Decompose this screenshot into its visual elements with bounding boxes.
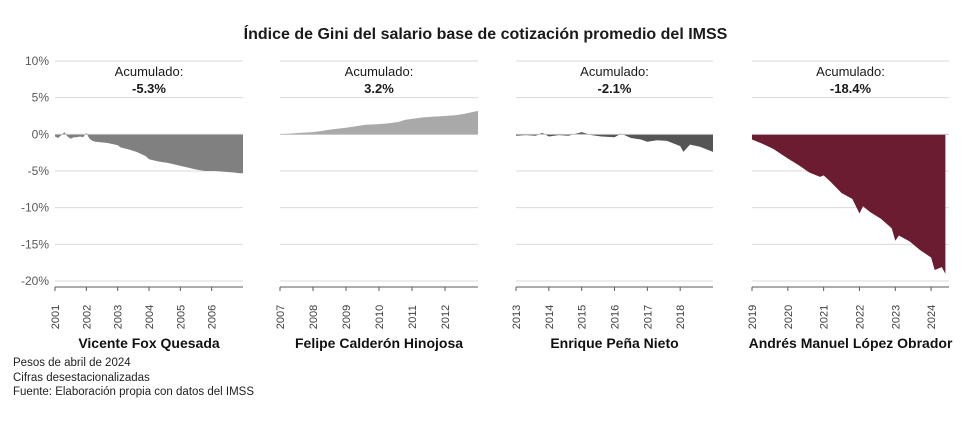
area-series-3 xyxy=(516,132,713,152)
annotation-value: 3.2% xyxy=(364,81,394,96)
x-tick-label: 2016 xyxy=(610,305,622,329)
x-tick-label: 2020 xyxy=(783,305,795,329)
x-tick-label: 2018 xyxy=(675,305,687,329)
note-fuente: Fuente: Elaboración propia con datos del… xyxy=(13,386,255,398)
panel-title: Felipe Calderón Hinojosa xyxy=(295,335,463,351)
annotation-value: -18.4% xyxy=(830,81,872,96)
note-cifras: Cifras desestacionalizadas xyxy=(13,371,150,384)
x-tick-label: 2017 xyxy=(642,305,654,329)
x-tick-label: 2015 xyxy=(577,305,589,329)
y-tick-label: -15% xyxy=(21,237,49,251)
annotation-label: Acumulado: xyxy=(345,64,414,79)
panel-title: Vicente Fox Quesada xyxy=(78,335,220,351)
area-series-2 xyxy=(280,110,478,135)
y-tick-label: -20% xyxy=(21,274,49,288)
x-tick-label: 2004 xyxy=(144,305,156,329)
x-tick-label: 2024 xyxy=(926,305,938,329)
panel-title: Enrique Peña Nieto xyxy=(550,335,678,351)
annotation-label: Acumulado: xyxy=(115,64,184,79)
x-tick-label: 2011 xyxy=(407,305,419,329)
y-tick-label: 5% xyxy=(32,91,50,105)
x-tick-label: 2021 xyxy=(819,305,831,329)
x-tick-label: 2023 xyxy=(890,305,902,329)
x-tick-label: 2019 xyxy=(747,305,759,329)
x-tick-label: 2010 xyxy=(374,305,386,329)
area-series-4 xyxy=(752,134,946,274)
x-tick-label: 2008 xyxy=(308,305,320,329)
x-tick-label: 2003 xyxy=(113,305,125,329)
x-tick-label: 2009 xyxy=(341,305,353,329)
x-tick-label: 2014 xyxy=(544,305,556,329)
x-tick-label: 2002 xyxy=(81,305,93,329)
annotation-value: -2.1% xyxy=(598,81,632,96)
panel-title: Andrés Manuel López Obrador xyxy=(749,335,953,351)
y-tick-label: 0% xyxy=(32,127,50,141)
x-tick-label: 2013 xyxy=(511,305,523,329)
x-tick-label: 2007 xyxy=(275,305,287,329)
x-tick-label: 2001 xyxy=(50,305,62,329)
y-tick-label: -10% xyxy=(21,201,49,215)
x-tick-label: 2006 xyxy=(207,305,219,329)
chart-title: Índice de Gini del salario base de cotiz… xyxy=(243,26,728,43)
note-pesos: Pesos de abril de 2024 xyxy=(13,357,131,369)
area-series-1 xyxy=(55,132,243,174)
annotation-label: Acumulado: xyxy=(580,64,649,79)
y-tick-label: -5% xyxy=(28,164,50,178)
annotation-label: Acumulado: xyxy=(816,64,885,79)
y-tick-label: 10% xyxy=(25,54,49,68)
annotation-value: -5.3% xyxy=(132,81,166,96)
x-tick-label: 2012 xyxy=(440,305,452,329)
chart-notes: Pesos de abril de 2024 Cifras desestacio… xyxy=(13,356,254,400)
x-tick-label: 2005 xyxy=(175,305,187,329)
x-tick-label: 2022 xyxy=(854,305,866,329)
